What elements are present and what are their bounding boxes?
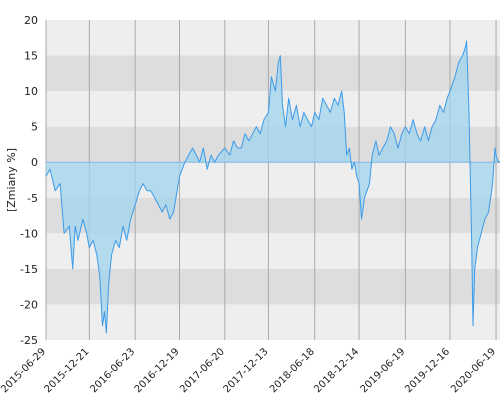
background-band (46, 233, 500, 269)
y-tick-label: 20 (24, 14, 38, 27)
x-tick-label: 2018-06-18 (268, 346, 317, 395)
x-tick-label: 2019-06-19 (359, 346, 408, 395)
x-tick-label: 2015-12-21 (43, 346, 92, 395)
x-tick-label: 2018-12-14 (312, 346, 361, 395)
x-tick-label: 2017-12-13 (222, 346, 271, 395)
x-tick-label: 2019-12-16 (403, 346, 452, 395)
series-line (45, 40, 500, 334)
y-tick-label: 0 (31, 156, 38, 169)
background-band (46, 20, 500, 56)
y-tick-labels: 20 15 10 5 0 -5 -10 -15 -20 -25 (20, 14, 38, 347)
x-tick-label: 2016-12-19 (133, 346, 182, 395)
y-tick-label: -5 (27, 192, 38, 205)
y-tick-label: 5 (31, 121, 38, 134)
x-tick-label: 2016-06-23 (88, 346, 137, 395)
x-tick-label: 2015-06-29 (0, 346, 48, 395)
y-tick-label: -25 (20, 334, 38, 347)
y-tick-label: -10 (20, 227, 38, 240)
series-area (46, 41, 500, 333)
y-tick-label: 10 (24, 85, 38, 98)
background-band (46, 304, 500, 340)
y-tick-label: -15 (20, 263, 38, 276)
x-tick-label: 2020-06-19 (449, 346, 498, 395)
x-tick-label: 2017-06-20 (178, 346, 227, 395)
background-band (46, 268, 500, 305)
y-tick-label: -20 (20, 298, 38, 311)
area-layer (45, 40, 500, 334)
y-axis-label: [Zmiany %] (5, 148, 18, 212)
y-tick-label: 15 (24, 50, 38, 63)
x-tick-labels: 2015-06-292015-12-212016-06-232016-12-19… (0, 346, 498, 395)
